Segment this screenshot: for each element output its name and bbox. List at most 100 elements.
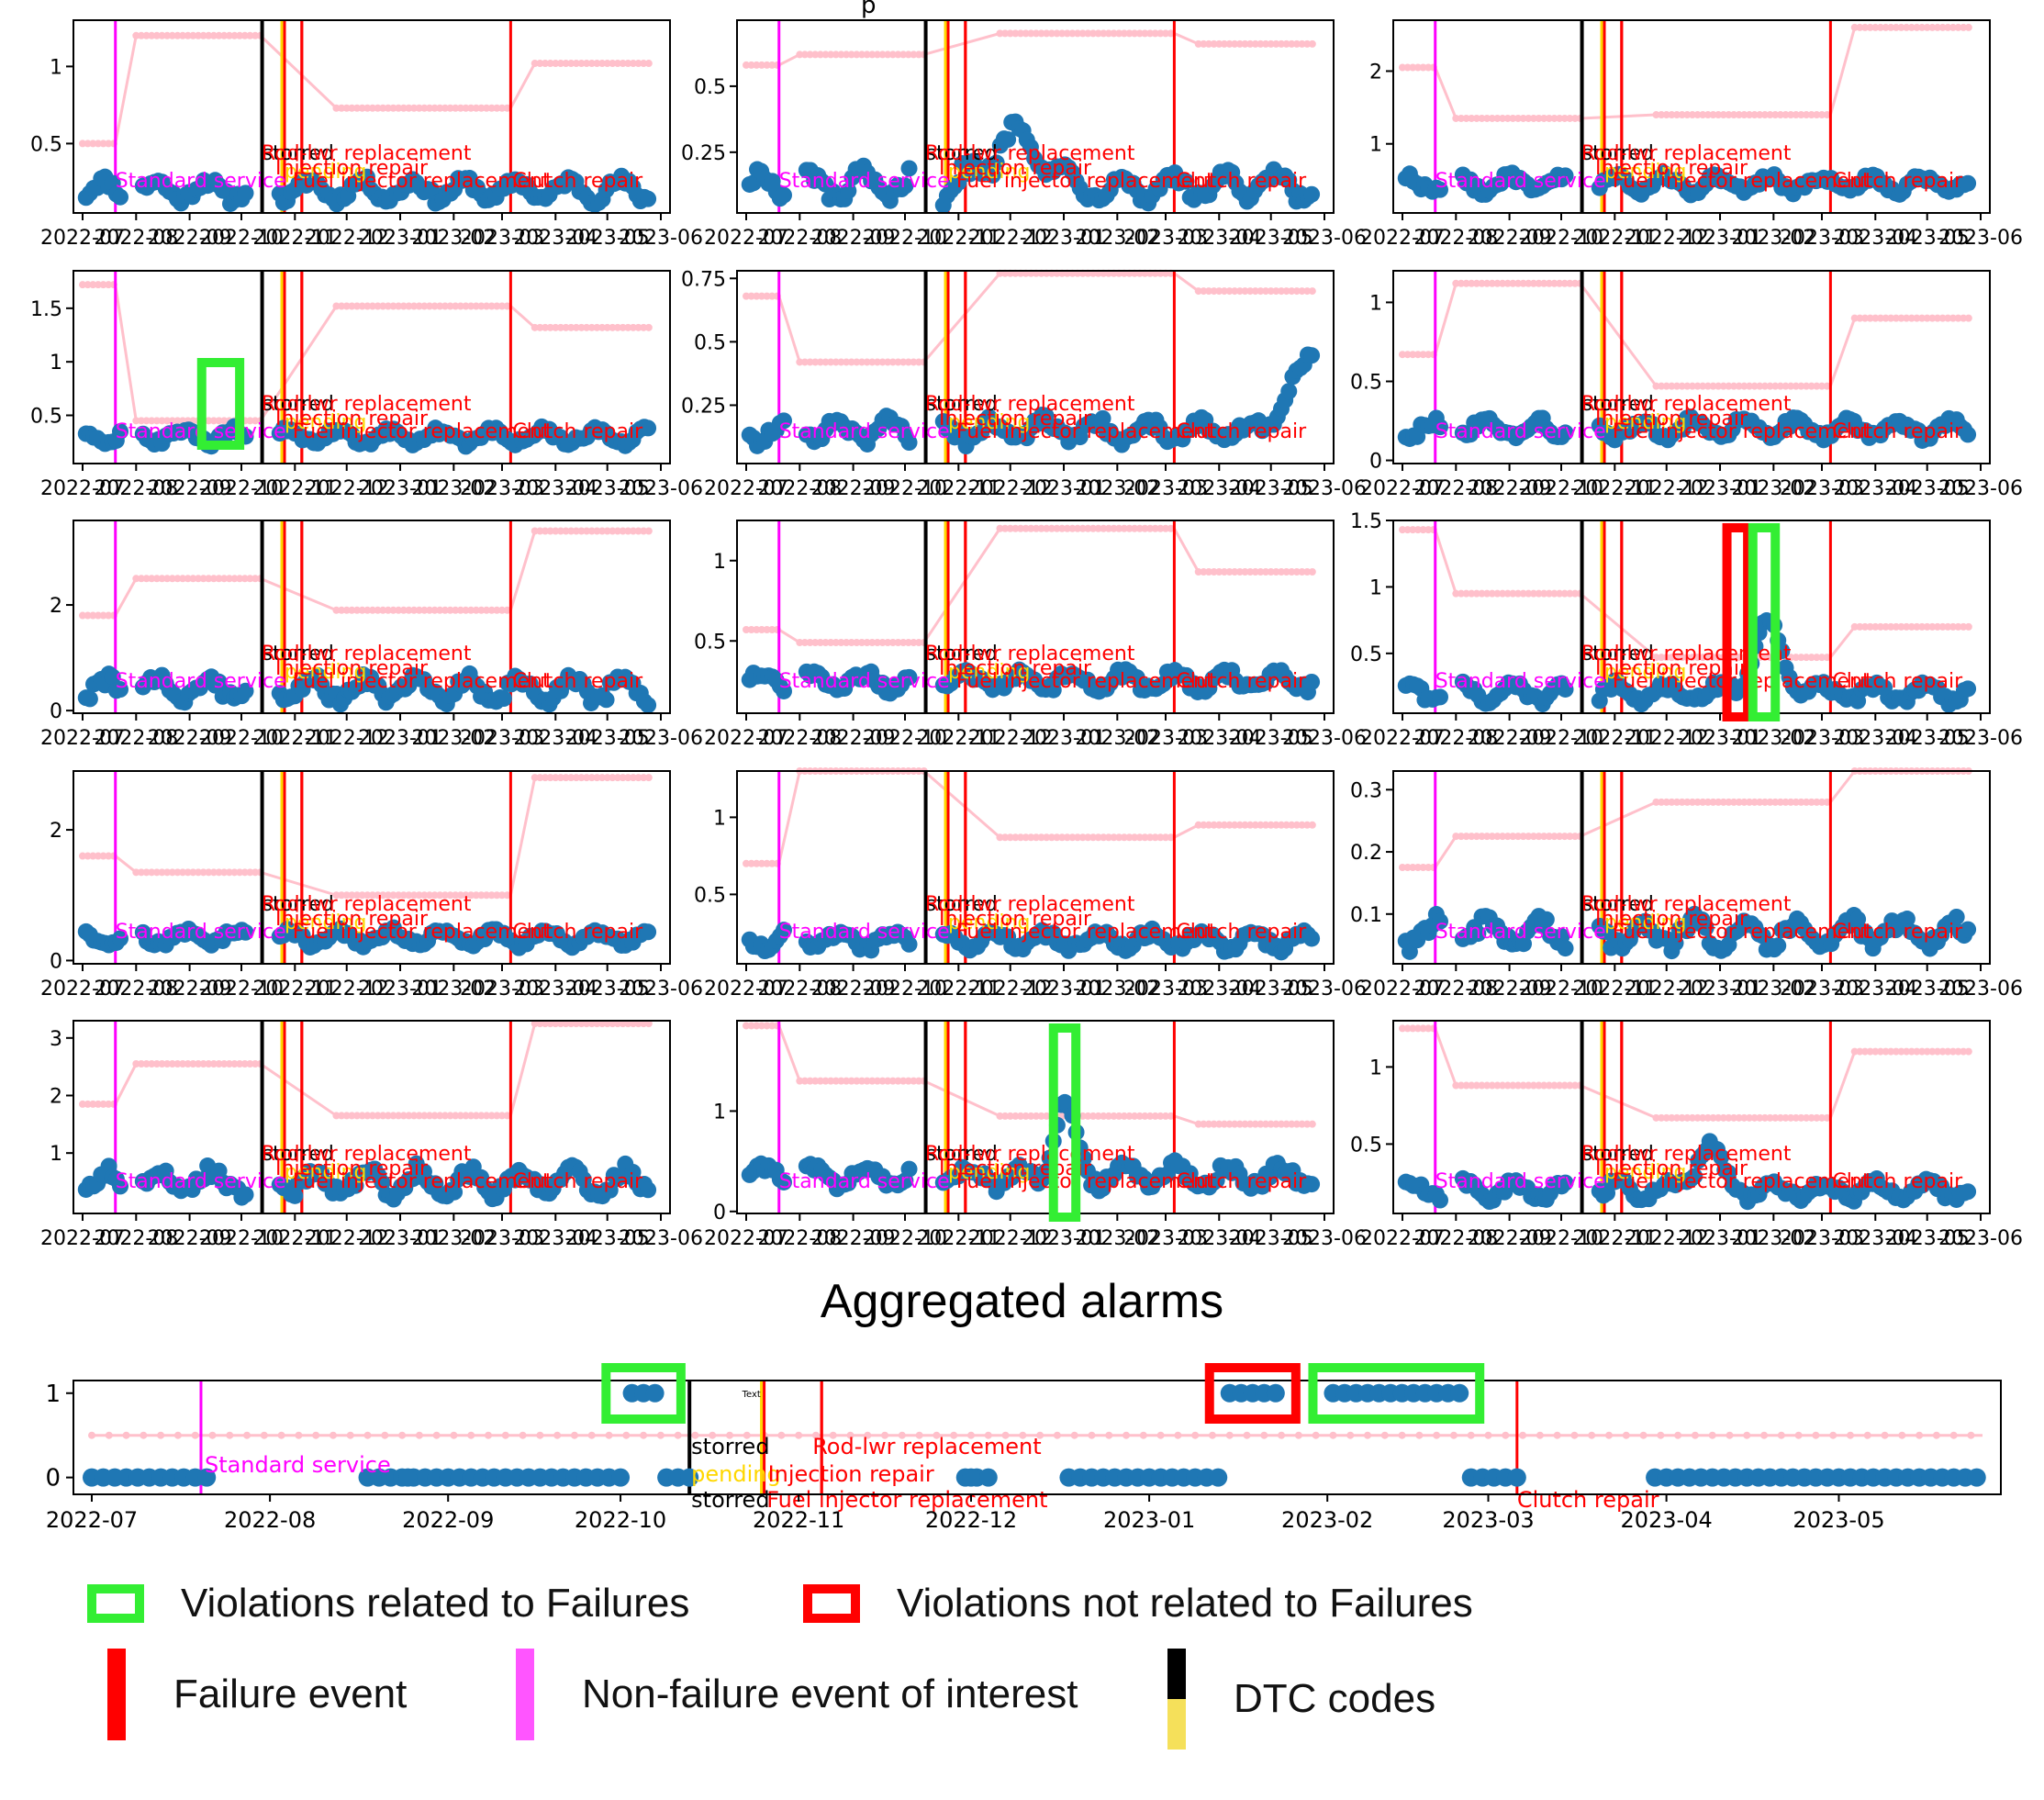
threshold-point xyxy=(1493,114,1502,122)
threshold-point xyxy=(353,302,362,310)
threshold-point xyxy=(1063,29,1071,38)
threshold-point xyxy=(405,302,413,310)
threshold-point xyxy=(747,61,755,69)
threshold-point xyxy=(312,1431,320,1439)
aggregated-data-point xyxy=(1507,1468,1526,1487)
threshold-point xyxy=(503,302,511,310)
threshold-point xyxy=(338,104,346,112)
threshold-point xyxy=(184,31,192,39)
threshold-point xyxy=(843,50,851,59)
threshold-point xyxy=(420,104,429,112)
threshold-point xyxy=(432,1431,441,1439)
y-tick-label: 1 xyxy=(50,56,62,79)
threshold-point xyxy=(199,31,207,39)
threshold-point xyxy=(1519,1431,1527,1439)
threshold-point xyxy=(546,60,554,68)
threshold-point xyxy=(368,302,376,310)
threshold-point xyxy=(132,417,140,425)
threshold-point xyxy=(1823,111,1831,119)
threshold-point xyxy=(84,140,92,148)
threshold-point xyxy=(1208,1431,1216,1439)
threshold-point xyxy=(1053,1431,1061,1439)
threshold-point xyxy=(1017,29,1025,38)
threshold-point xyxy=(1380,1431,1389,1439)
threshold-point xyxy=(868,358,877,366)
event-label-failure: Clutch repair xyxy=(1176,921,1307,944)
threshold-point xyxy=(1215,39,1223,48)
threshold-point xyxy=(148,417,156,425)
threshold-point xyxy=(1298,39,1306,48)
threshold-point xyxy=(873,50,881,59)
threshold-point xyxy=(1933,23,1941,31)
threshold-point xyxy=(847,50,855,59)
threshold-point xyxy=(1308,568,1316,576)
legend-label: Violations related to Failures xyxy=(181,1581,690,1626)
threshold-point xyxy=(1782,111,1790,119)
threshold-point xyxy=(94,140,102,148)
threshold-point xyxy=(1760,111,1769,119)
threshold-point xyxy=(570,1431,578,1439)
threshold-point xyxy=(1483,114,1491,122)
y-tick-label: 1 xyxy=(1369,576,1382,599)
threshold-point xyxy=(1484,1431,1492,1439)
threshold-point xyxy=(462,104,470,112)
data-point xyxy=(988,154,1005,172)
subplot-frame xyxy=(1392,19,1991,214)
threshold-point xyxy=(132,31,140,39)
y-tick-label: 2 xyxy=(50,820,62,843)
threshold-point xyxy=(1871,23,1880,31)
threshold-point xyxy=(243,1431,251,1439)
threshold-point xyxy=(1141,29,1149,38)
legend-swatch-failure xyxy=(107,1649,126,1740)
threshold-point xyxy=(910,50,918,59)
threshold-point xyxy=(1964,23,1972,31)
threshold-point xyxy=(552,60,560,68)
threshold-point xyxy=(757,61,765,69)
x-tick-label: 2022-09 xyxy=(148,477,232,500)
legend-item-violations-unrelated: Violations not related to Failures xyxy=(803,1581,1473,1627)
threshold-point xyxy=(1730,111,1738,119)
threshold-point xyxy=(1011,29,1020,38)
threshold-point xyxy=(1916,1431,1924,1439)
x-tick-label: 2022-12 xyxy=(1625,227,1709,250)
data-point xyxy=(358,168,375,185)
threshold-point xyxy=(1674,1431,1682,1439)
legend-swatch-dtc xyxy=(1167,1649,1186,1750)
threshold-point xyxy=(1235,39,1244,48)
event-label-failure: Clutch repair xyxy=(1832,170,1963,193)
threshold-point xyxy=(1709,111,1717,119)
threshold-point xyxy=(1964,622,1972,631)
threshold-point xyxy=(1503,114,1512,122)
y-tick-label: 0.75 xyxy=(681,268,726,291)
x-tick-label: 2022-10 xyxy=(863,227,947,250)
threshold-point xyxy=(644,774,653,782)
y-tick-label: 0 xyxy=(50,700,62,723)
aggregated-data-point xyxy=(978,1468,998,1487)
threshold-point xyxy=(619,323,627,331)
threshold-point xyxy=(598,60,607,68)
threshold-point xyxy=(1200,39,1208,48)
threshold-point xyxy=(656,1431,665,1439)
x-tick-label: 2023-06 xyxy=(619,978,703,1001)
threshold-point xyxy=(246,31,254,39)
threshold-line xyxy=(83,530,649,618)
data-point xyxy=(640,419,657,437)
threshold-point xyxy=(1257,39,1265,48)
threshold-point xyxy=(1846,1431,1854,1439)
threshold-point xyxy=(441,302,449,310)
threshold-point xyxy=(800,50,809,59)
threshold-point xyxy=(536,60,544,68)
threshold-point xyxy=(1413,63,1422,72)
threshold-point xyxy=(1068,29,1077,38)
threshold-point xyxy=(1277,39,1285,48)
threshold-point xyxy=(173,1431,182,1439)
threshold-point xyxy=(827,358,835,366)
threshold-point xyxy=(536,1431,544,1439)
event-label-non-failure: Standard service xyxy=(779,670,950,693)
x-tick-label: 2023-06 xyxy=(1282,227,1367,250)
threshold-point xyxy=(1433,1431,1441,1439)
threshold-point xyxy=(816,358,824,366)
x-tick-label: 2023-02 xyxy=(1281,1507,1373,1533)
threshold-point xyxy=(1897,23,1905,31)
threshold-point xyxy=(1525,114,1533,122)
